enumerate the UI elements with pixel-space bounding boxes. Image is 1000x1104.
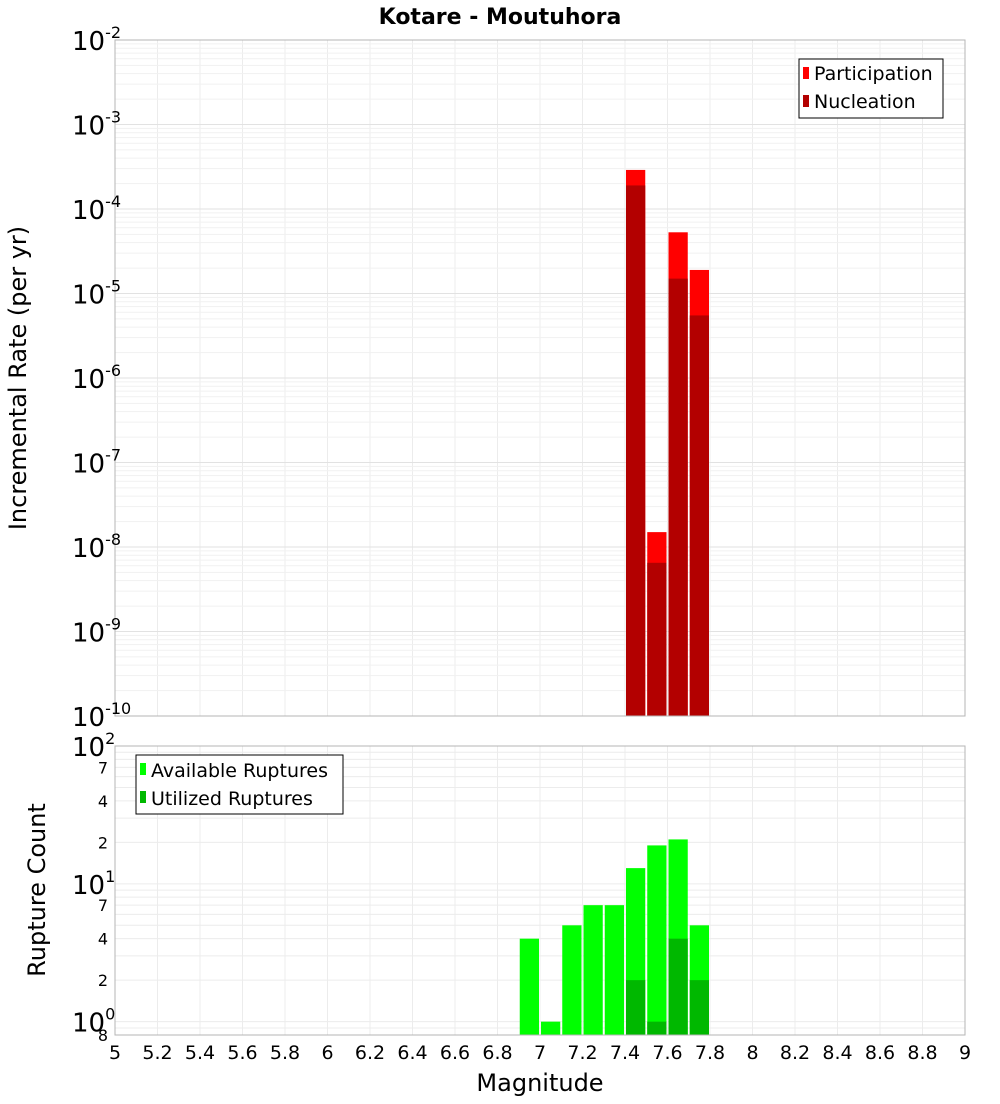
bar-utilized-ruptures bbox=[647, 1021, 667, 1035]
x-axis-title: Magnitude bbox=[476, 1069, 603, 1097]
top-grid bbox=[114, 40, 966, 717]
bottom-y-minor-tick-label: 2 bbox=[98, 833, 108, 852]
bottom-y-minor-tick-label: 7 bbox=[98, 896, 108, 915]
x-tick-label: 6.6 bbox=[440, 1042, 470, 1064]
top-y-tick-label: 10-7 bbox=[72, 446, 121, 480]
legend-label-available-ruptures: Available Ruptures bbox=[151, 760, 328, 782]
x-tick-label: 8.2 bbox=[780, 1042, 810, 1064]
x-tick-label: 5.2 bbox=[142, 1042, 172, 1064]
bar-available-ruptures bbox=[562, 925, 582, 1035]
x-tick-label: 7 bbox=[534, 1042, 546, 1064]
legend-swatch-participation bbox=[803, 67, 809, 79]
bottom-y-minor-tick-label: 7 bbox=[98, 758, 108, 777]
top-bars bbox=[626, 169, 709, 717]
top-y-ticks: 10-10 10-9 10-8 10-7 10-6 10-5 10-4 10-3 10-2 bbox=[72, 23, 131, 733]
x-tick-label: 6.2 bbox=[355, 1042, 385, 1064]
bottom-y-minor-tick-label: 4 bbox=[98, 930, 108, 949]
x-tick-label: 7.6 bbox=[652, 1042, 682, 1064]
legend-swatch-nucleation bbox=[803, 95, 809, 107]
bar-utilized-ruptures bbox=[668, 938, 688, 1035]
x-tick-label: 8.6 bbox=[865, 1042, 895, 1064]
bar-nucleation bbox=[689, 315, 709, 716]
bar-utilized-ruptures bbox=[626, 980, 646, 1035]
bottom-y-tick-label: 101 bbox=[72, 867, 115, 901]
bottom-y-minor-tick-label: 8 bbox=[98, 1026, 108, 1045]
legend-label-utilized-ruptures: Utilized Ruptures bbox=[151, 788, 313, 810]
top-legend-box bbox=[798, 58, 944, 119]
bar-available-ruptures bbox=[541, 1021, 561, 1035]
bottom-plot-border bbox=[114, 745, 966, 1036]
top-y-tick-label: 10-3 bbox=[72, 108, 121, 142]
top-y-tick-label: 10-9 bbox=[72, 615, 121, 649]
bar-available-ruptures bbox=[583, 905, 603, 1035]
top-plot-border bbox=[114, 39, 966, 717]
bottom-y-tick-label: 102 bbox=[72, 729, 115, 763]
bottom-bars bbox=[519, 839, 709, 1035]
x-tick-label: 7.8 bbox=[695, 1042, 725, 1064]
x-tick-label: 6.4 bbox=[397, 1042, 427, 1064]
bar-nucleation bbox=[647, 562, 667, 716]
bar-available-ruptures bbox=[604, 905, 624, 1035]
x-tick-label: 6 bbox=[321, 1042, 333, 1064]
legend-swatch-available-ruptures bbox=[140, 763, 146, 775]
top-y-tick-label: 10-8 bbox=[72, 530, 121, 564]
x-tick-label: 5.8 bbox=[270, 1042, 300, 1064]
top-y-tick-label: 10-2 bbox=[72, 23, 121, 57]
top-y-axis-title: Incremental Rate (per yr) bbox=[4, 226, 32, 530]
top-y-tick-label: 10-10 bbox=[72, 699, 131, 733]
bar-available-ruptures bbox=[647, 845, 667, 1035]
top-y-tick-label: 10-4 bbox=[72, 192, 121, 226]
x-tick-label: 8 bbox=[746, 1042, 758, 1064]
bottom-y-axis-title: Rupture Count bbox=[23, 803, 51, 977]
bottom-y-minor-tick-label: 4 bbox=[98, 792, 108, 811]
bar-nucleation bbox=[626, 185, 646, 717]
top-y-tick-label: 10-6 bbox=[72, 361, 121, 395]
legend-swatch-utilized-ruptures bbox=[140, 791, 146, 803]
x-ticks: 5 5.2 5.4 5.6 5.8 6 6.2 6.4 6.6 6.8 7 7.2 7.4 7.6 7.8 8… bbox=[109, 1042, 971, 1064]
bottom-legend: Available Ruptures Utilized Ruptures bbox=[135, 754, 344, 815]
chart-title: Kotare - Moutuhora bbox=[379, 5, 622, 30]
bottom-grid bbox=[114, 745, 966, 1036]
x-tick-label: 8.8 bbox=[907, 1042, 937, 1064]
top-y-tick-label: 10-5 bbox=[72, 277, 121, 311]
x-tick-label: 8.4 bbox=[822, 1042, 852, 1064]
x-tick-label: 7.2 bbox=[567, 1042, 597, 1064]
legend-label-participation: Participation bbox=[814, 63, 933, 85]
bottom-y-ticks: 100 101 102 8 2 4 7 2 4 7 bbox=[72, 729, 115, 1045]
x-tick-label: 5.6 bbox=[227, 1042, 257, 1064]
x-tick-label: 5.4 bbox=[185, 1042, 215, 1064]
bar-nucleation bbox=[668, 278, 688, 716]
bottom-y-tick-label: 100 bbox=[72, 1005, 115, 1039]
x-tick-label: 5 bbox=[109, 1042, 121, 1064]
legend-label-nucleation: Nucleation bbox=[814, 91, 916, 113]
bottom-legend-box bbox=[135, 754, 344, 815]
bar-utilized-ruptures bbox=[689, 980, 709, 1035]
x-tick-label: 6.8 bbox=[482, 1042, 512, 1064]
bottom-y-minor-tick-label: 2 bbox=[98, 971, 108, 990]
x-tick-label: 7.4 bbox=[610, 1042, 640, 1064]
bar-available-ruptures bbox=[519, 938, 539, 1035]
x-tick-label: 9 bbox=[959, 1042, 971, 1064]
top-legend: Participation Nucleation bbox=[798, 58, 944, 119]
